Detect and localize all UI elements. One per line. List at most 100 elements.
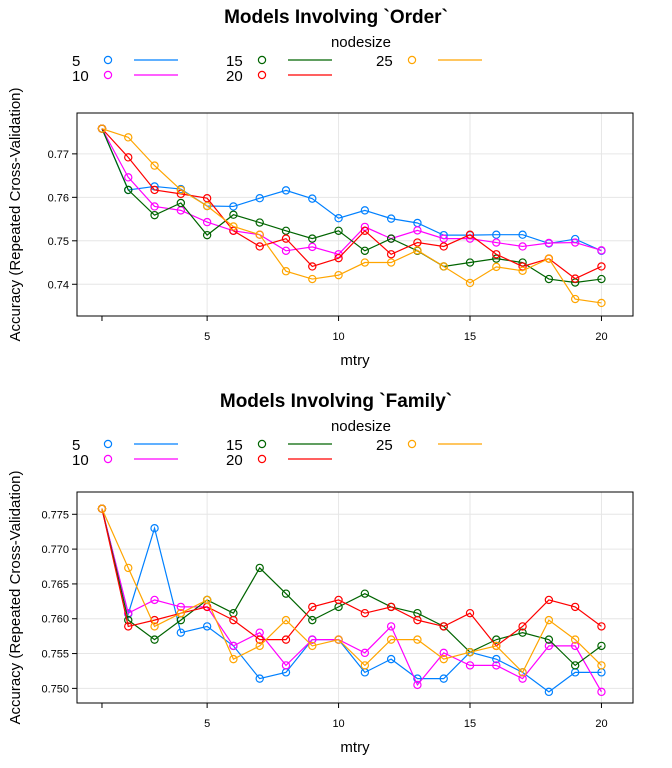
x-axis-label: mtry <box>340 352 370 369</box>
data-point <box>150 622 159 631</box>
legend-item-15: 15 <box>226 53 332 70</box>
legend-marker <box>407 439 417 449</box>
data-point <box>202 201 212 211</box>
data-point <box>308 602 317 612</box>
data-point <box>492 661 501 670</box>
data-point <box>229 202 238 211</box>
legend-marker <box>257 55 267 65</box>
y-axis: 0.750 0.755 0.760 0.765 0.770 0.775 Accuracy (… <box>7 470 77 725</box>
data-point <box>281 635 291 644</box>
data-point <box>465 278 475 288</box>
data-point <box>544 641 554 651</box>
data-point <box>202 230 212 240</box>
legend-marker <box>103 55 113 65</box>
series-line <box>101 508 602 674</box>
legend-marker <box>103 454 113 464</box>
data-point <box>334 213 343 223</box>
y-tick-label: 0.765 <box>41 579 69 591</box>
data-point <box>544 687 554 697</box>
data-point <box>124 173 133 182</box>
data-point <box>386 234 396 243</box>
data-point <box>570 641 580 651</box>
data-point <box>597 262 606 271</box>
data-point <box>465 608 475 618</box>
legend-marker <box>103 439 113 449</box>
data-point <box>150 524 159 533</box>
data-point <box>360 648 370 658</box>
data-point <box>439 654 448 664</box>
data-point <box>360 589 370 598</box>
legend-marker <box>103 70 113 80</box>
legend-label: 10 <box>72 452 89 469</box>
data-point <box>124 185 133 195</box>
data-point <box>465 661 475 670</box>
data-point <box>544 238 554 248</box>
data-point <box>281 267 291 276</box>
data-point <box>229 641 238 651</box>
data-point <box>202 193 212 203</box>
legend-item-15: 15 <box>226 437 332 454</box>
data-point <box>360 258 370 267</box>
legend-label: 15 <box>226 53 243 70</box>
data-point <box>334 226 343 236</box>
series-line <box>101 128 602 284</box>
data-point <box>492 238 501 247</box>
data-point <box>281 246 291 255</box>
series-20 <box>97 124 606 283</box>
data-point <box>308 274 317 284</box>
data-point <box>308 641 317 651</box>
data-point <box>518 266 527 275</box>
data-point <box>255 641 264 651</box>
data-point <box>439 648 448 658</box>
data-point <box>544 595 554 605</box>
data-point <box>281 589 291 598</box>
data-point <box>544 635 554 644</box>
legend-label: 5 <box>72 437 80 454</box>
legend-label: 15 <box>226 437 243 454</box>
data-point <box>176 198 186 208</box>
data-point <box>492 641 501 651</box>
series-line <box>101 128 602 280</box>
data-point <box>518 622 527 631</box>
data-point <box>570 294 580 304</box>
data-point <box>570 274 580 283</box>
grid <box>77 113 633 316</box>
data-point <box>202 217 212 227</box>
data-point <box>518 262 527 271</box>
data-point <box>176 628 186 637</box>
chart-panel-2: Models Involving `Family`nodesize5101520… <box>7 391 634 756</box>
legend-item-10: 10 <box>72 68 178 85</box>
data-point <box>439 674 448 683</box>
data-point <box>229 210 238 219</box>
x-tick-label: 10 <box>332 331 344 343</box>
legend-title: nodesize <box>331 34 391 51</box>
data-point <box>544 615 554 625</box>
data-point <box>518 668 527 677</box>
data-point <box>360 661 370 670</box>
data-point <box>150 161 159 170</box>
data-point <box>492 254 501 263</box>
plot-frame <box>76 491 634 704</box>
data-point <box>202 595 212 605</box>
data-point <box>439 262 448 271</box>
data-point <box>360 226 370 236</box>
legend-label: 5 <box>72 53 80 70</box>
data-point <box>544 254 554 263</box>
data-point <box>308 234 317 243</box>
y-tick-label: 0.755 <box>41 649 69 661</box>
data-point <box>281 661 291 670</box>
data-point <box>229 654 238 664</box>
legend-marker <box>257 70 267 80</box>
data-point <box>176 608 186 618</box>
series-10 <box>97 124 606 259</box>
y-tick-label: 0.750 <box>41 683 69 695</box>
y-tick-label: 0.76 <box>48 192 69 204</box>
series-line <box>101 508 602 693</box>
series-line <box>101 508 602 693</box>
data-point <box>413 635 422 644</box>
data-point <box>176 602 186 612</box>
data-point <box>360 608 370 618</box>
data-point <box>597 274 606 284</box>
